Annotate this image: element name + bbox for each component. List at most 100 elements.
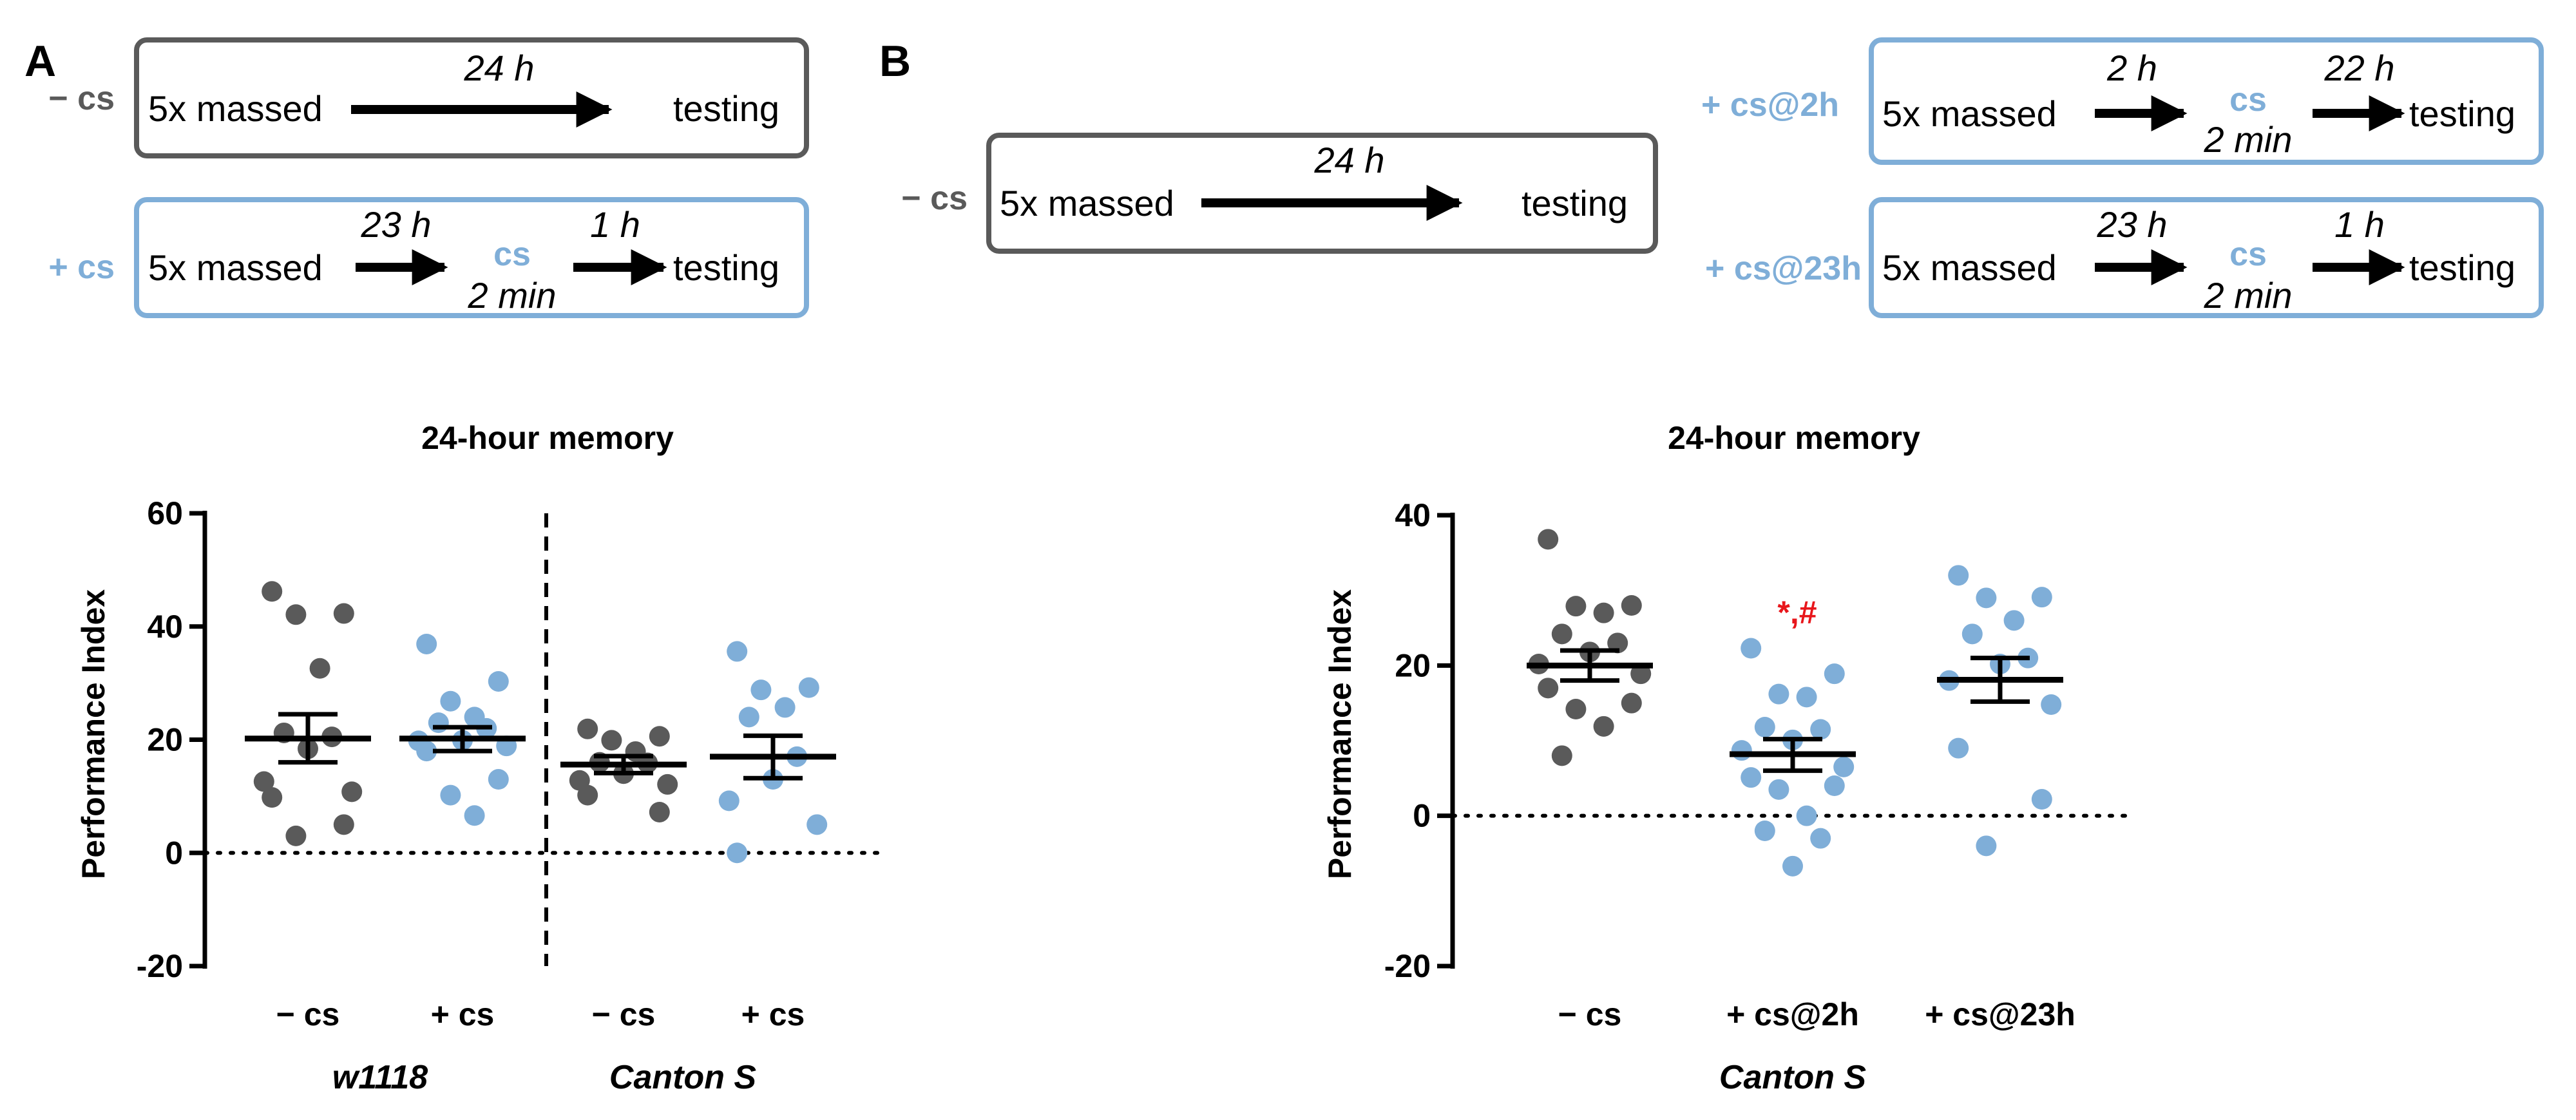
chart-a-series-2-point-8 [657, 774, 678, 795]
chart-b-series-0-point-1 [1621, 595, 1642, 616]
panel-a-protocol-2-end: testing [673, 247, 779, 288]
chart-a-series-1-point-10 [488, 769, 509, 790]
chart-b-series-2-point-8 [2041, 694, 2062, 715]
chart-a-xtick-4: + cs [741, 996, 805, 1032]
chart-a-series-2-point-2 [601, 730, 622, 751]
panel-b-protocol-2-cs-duration: 2 min [2204, 119, 2293, 160]
chart-a-series-3-point-0 [727, 641, 748, 662]
chart-b-series-0-point-9 [1538, 678, 1559, 699]
panel-b-protocol-3-box [1869, 197, 2544, 318]
chart-b-series-2-point-10 [2031, 789, 2052, 810]
panel-a-protocol-2-time-2: 1 h [590, 204, 640, 245]
chart-b-series-1-point-3 [1796, 687, 1817, 708]
panel-a-protocol-2-time-1: 23 h [361, 204, 432, 245]
chart-b-ytick-label-2: 20 [1395, 647, 1431, 683]
panel-b-protocol-2-train: 5x massed [1882, 93, 2057, 134]
chart-a-series-3-point-8 [806, 814, 828, 835]
panel-a-protocol-1-box [134, 37, 809, 158]
chart-b-series-0-point-13 [1551, 745, 1572, 766]
chart-a-xtick-1: − cs [276, 996, 340, 1032]
panel-b-protocol-3-train: 5x massed [1882, 247, 2057, 288]
panel-b-protocol-2-end: testing [2409, 93, 2515, 134]
panel-b-protocol-3-cs: cs [2229, 236, 2267, 273]
panel-b-protocol-2-label: + cs@2h [1701, 86, 1839, 124]
panel-a-protocol-2-box [134, 197, 809, 318]
chart-a-xtick-3: − cs [592, 996, 656, 1032]
panel-b-protocol-3-label: + cs@23h [1705, 250, 1862, 287]
chart-a-series-0-point-9 [262, 787, 283, 808]
chart-b-group-label-1: Canton S [1719, 1059, 1867, 1096]
chart-a-series-0-point-8 [341, 781, 363, 802]
panel-a-protocol-1-end: testing [673, 88, 779, 129]
chart-a-series-1-point-12 [464, 805, 485, 826]
chart-b-ytick-label-1: 0 [1413, 798, 1431, 834]
chart-a-series-3-point-1 [798, 677, 819, 698]
chart-b-series-1-point-11 [1768, 779, 1789, 800]
chart-a-series-1-point-0 [416, 633, 437, 654]
panel-a-protocol-1-time: 24 h [464, 48, 535, 88]
chart-b-series-0-point-10 [1621, 692, 1642, 714]
chart-a-group-label-1: w1118 [332, 1059, 428, 1096]
chart-b-series-0-point-11 [1565, 699, 1587, 719]
chart-a-series-3-point-3 [774, 697, 796, 718]
chart-b-series-0-point-5 [1607, 632, 1628, 654]
chart-a-series-3-point-7 [718, 790, 739, 812]
panel-a-letter: A [24, 37, 56, 86]
panel-a-protocol-2-label: + cs [48, 249, 115, 286]
chart-a-series-3-point-9 [727, 842, 748, 864]
chart-a-series-1-point-11 [440, 784, 461, 806]
panel-b-protocol-1-time: 24 h [1314, 140, 1385, 180]
panel-a-protocol-2-cs: cs [493, 236, 531, 273]
panel-a-protocol-1-label: − cs [48, 80, 115, 117]
chart-b-series-2-point-0 [1948, 565, 1969, 586]
chart-b-series-2-point-3 [2003, 610, 2025, 631]
panel-b-protocol-2-time-1: 2 h [2106, 48, 2157, 88]
panel-b-protocol-2-box [1869, 37, 2544, 165]
panel-b-protocol-1-end: testing [1522, 183, 1628, 223]
panel-b-protocol-1-train: 5x massed [1000, 183, 1174, 223]
chart-b-annotation: *,# [1777, 594, 1817, 631]
chart-b-title: 24-hour memory [1668, 420, 1920, 456]
chart-b-series-2-point-11 [1976, 835, 1997, 857]
chart-a-ytick-label-4: 60 [147, 495, 183, 531]
panel-b-protocol-1-box [986, 133, 1658, 254]
chart-a-series-0-point-11 [285, 825, 307, 846]
chart-b-series-1-point-5 [1810, 719, 1831, 740]
chart-b-xtick-3: + cs@23h [1925, 996, 2075, 1032]
chart-b-series-2-point-9 [1948, 737, 1969, 759]
chart-a-series-2-point-10 [649, 801, 670, 822]
chart-a-series-0-point-7 [253, 771, 274, 792]
chart-a-xtick-2: + cs [431, 996, 495, 1032]
chart-b: 24-hour memory Performance Index − cs + … [1322, 420, 2128, 1096]
panel-a-protocol-1-train: 5x massed [148, 88, 323, 129]
chart-b-series-2-point-1 [2031, 587, 2052, 608]
chart-b-series-0-point-4 [1551, 623, 1572, 645]
chart-a-series-2-point-1 [649, 726, 670, 747]
chart-b-ytick-label-0: -20 [1384, 948, 1431, 984]
panel-b-protocol-2-time-2: 22 h [2324, 48, 2395, 88]
chart-a-series-0-point-0 [262, 581, 283, 602]
chart-b-series-1-point-12 [1796, 805, 1817, 826]
chart-b-series-1-point-15 [1782, 855, 1803, 877]
chart-b-series-1-point-1 [1824, 663, 1845, 685]
chart-a-series-3-point-4 [738, 707, 759, 728]
chart-b-series-0-point-12 [1593, 716, 1614, 737]
chart-b-series-2-point-2 [1976, 587, 1997, 609]
panel-b-protocol-1-label: − cs [901, 180, 968, 217]
chart-b-series-1-point-8 [1833, 756, 1855, 777]
chart-b-series-0-point-3 [1593, 602, 1614, 623]
panel-b-protocol-3-time-2: 1 h [2334, 204, 2385, 245]
chart-a-ytick-label-3: 40 [147, 609, 183, 645]
chart-b-series-0-point-2 [1565, 596, 1587, 617]
panel-b-protocol-3-cs-duration: 2 min [2204, 275, 2293, 316]
chart-a-series-0-point-3 [309, 658, 330, 679]
chart-a-ytick-label-0: -20 [137, 948, 183, 984]
chart-b-series-0-point-8 [1630, 663, 1652, 685]
chart-b-series-1-point-7 [1731, 740, 1752, 761]
chart-a-series-0-point-10 [333, 814, 354, 835]
chart-a-series-0-point-2 [333, 603, 354, 624]
chart-a-series-1-point-9 [416, 741, 437, 762]
panel-a-protocol-2-cs-duration: 2 min [468, 275, 557, 316]
panel-a-protocol-2-train: 5x massed [148, 247, 323, 288]
